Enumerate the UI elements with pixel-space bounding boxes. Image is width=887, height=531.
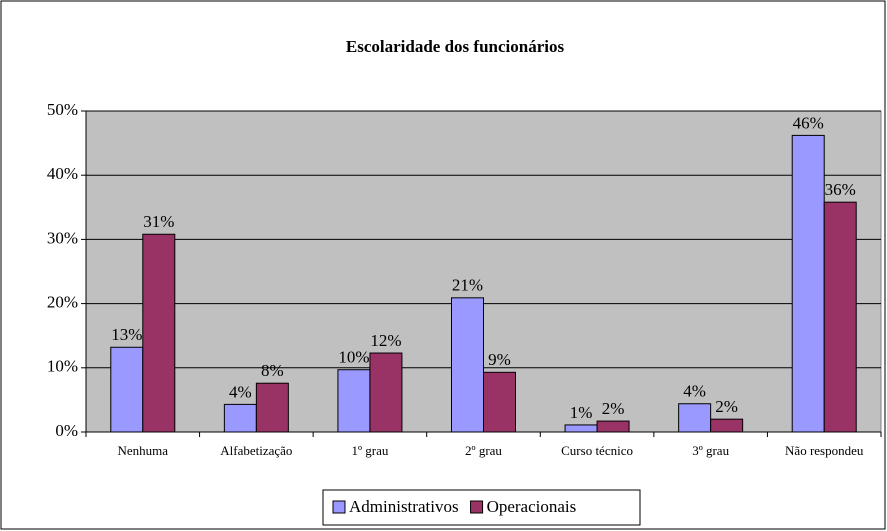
x-tick-label: Nenhuma [118,443,169,458]
legend-swatch [332,500,346,514]
bar [564,424,598,433]
bar [678,403,712,433]
y-tick-label: 20% [47,293,78,312]
chart-title: Escolaridade dos funcionários [346,37,565,56]
data-label: 1% [570,403,593,422]
data-label: 2% [602,399,625,418]
y-tick-label: 10% [47,357,78,376]
y-tick-label: 0% [55,421,78,440]
data-label: 10% [338,348,369,367]
bar [223,403,257,433]
bar [483,371,516,433]
bar [255,382,289,433]
data-label: 12% [370,331,401,350]
legend-swatch [470,500,484,514]
x-tick-label: 3º grau [692,443,729,458]
legend-label: Operacionais [487,497,577,516]
bar [369,352,403,433]
data-label: 2% [715,397,738,416]
data-label: 4% [683,382,706,401]
x-tick-label: 1º grau [351,443,388,458]
data-label: 46% [793,113,824,132]
x-tick-label: Alfabetização [220,443,292,458]
x-tick-label: Não respondeu [785,443,864,458]
bar [451,297,484,433]
data-label: 21% [452,276,483,295]
bar [110,346,144,433]
data-label: 8% [261,361,284,380]
y-tick-label: 30% [47,228,78,247]
x-tick-label: 2º grau [465,443,502,458]
bar [337,369,371,433]
data-label: 36% [825,180,856,199]
legend-label: Administrativos [349,497,459,516]
data-label: 31% [143,212,174,231]
bar [823,201,857,433]
bar [791,134,825,433]
data-label: 9% [488,350,511,369]
data-label: 13% [111,325,142,344]
y-tick-label: 50% [47,100,78,119]
bar [710,418,744,433]
x-tick-label: Curso técnico [561,443,633,458]
bar [596,420,630,433]
bar [142,233,176,433]
y-tick-label: 40% [47,164,78,183]
data-label: 4% [229,382,252,401]
